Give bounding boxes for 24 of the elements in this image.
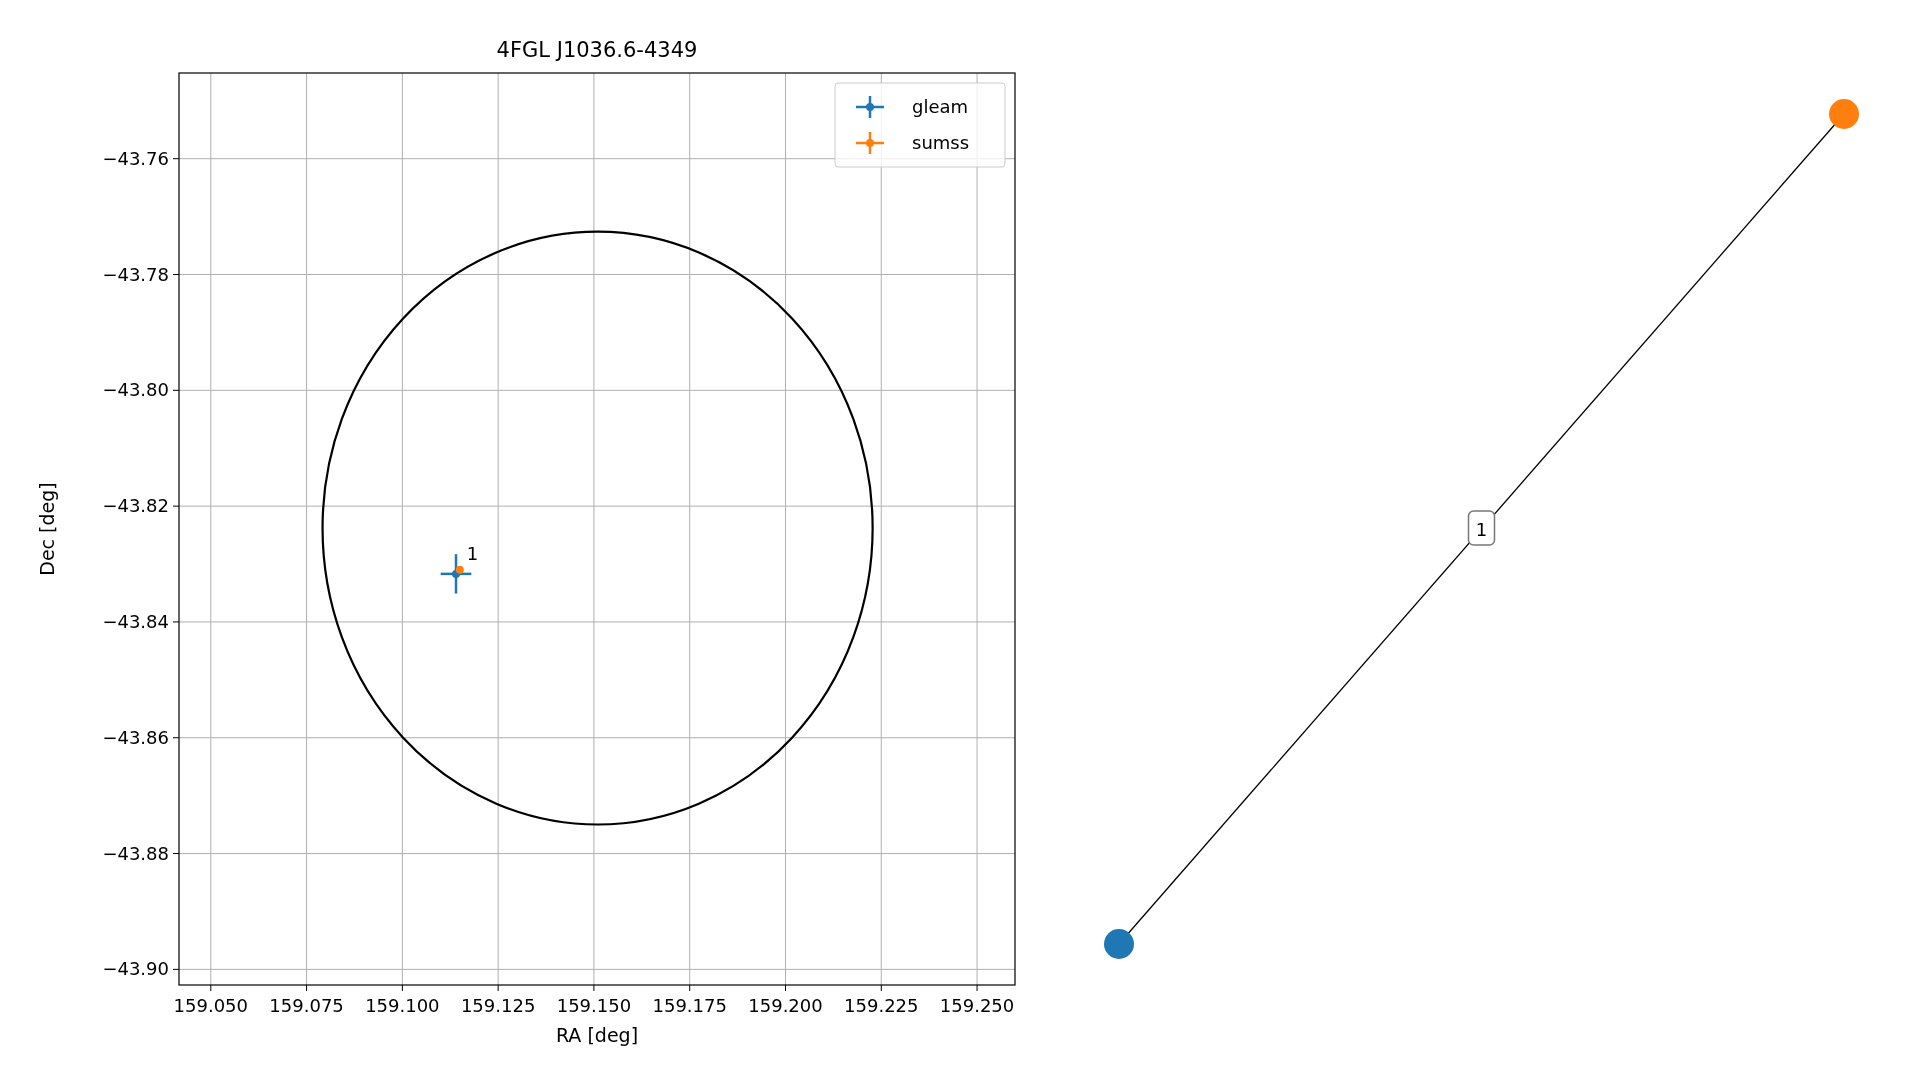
x-tick-label: 159.150 <box>556 995 632 1016</box>
legend-label: sumss <box>912 132 970 153</box>
x-tick-label: 159.200 <box>748 995 823 1016</box>
x-tick-label: 159.125 <box>460 995 536 1016</box>
legend-label: gleam <box>912 96 969 117</box>
y-tick-label: −43.86 <box>102 726 169 748</box>
x-tick-label: 159.175 <box>652 995 727 1016</box>
y-tick-label: −43.76 <box>102 147 169 169</box>
y-tick-label: −43.88 <box>102 842 169 864</box>
y-tick-label: −43.90 <box>102 958 169 980</box>
y-tick-label: −43.82 <box>102 495 169 517</box>
x-tick-label: 159.050 <box>173 995 249 1016</box>
y-tick-label: −43.84 <box>102 610 169 632</box>
y-tick-label: −43.78 <box>102 263 169 285</box>
chart-title: 4FGL J1036.6-4349 <box>496 38 698 62</box>
x-tick-label: 159.100 <box>365 995 440 1016</box>
x-axis-title: RA [deg] <box>555 1024 639 1046</box>
x-tick-label: 159.075 <box>269 995 344 1016</box>
x-tick-label: 159.250 <box>939 995 1015 1016</box>
text: 1 <box>1475 519 1488 540</box>
y-axis-title: Dec [deg] <box>36 482 58 576</box>
y-tick-label: −43.80 <box>102 379 169 401</box>
annotation: 1 <box>466 542 479 564</box>
x-tick-label: 159.225 <box>844 995 919 1016</box>
